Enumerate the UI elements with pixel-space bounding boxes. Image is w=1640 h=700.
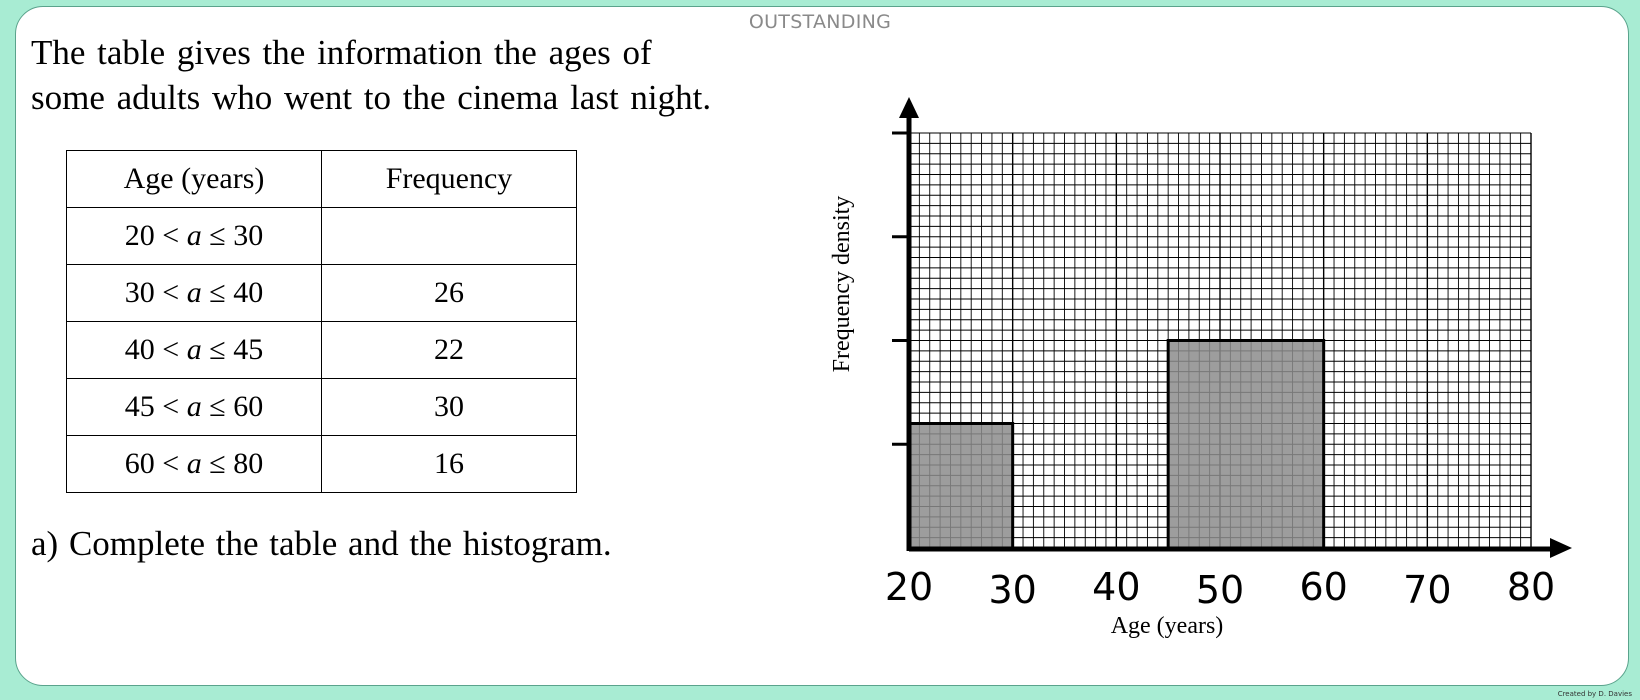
interval-lower: 20 [124,219,155,252]
intro-line-2: some adults who went to the cinema last … [31,78,712,117]
interval-upper: 30 [233,219,264,252]
frequency-cell: 22 [321,321,577,379]
interval-upper: 80 [233,447,264,480]
interval-upper: 60 [233,390,264,423]
x-tick-label: 40 [1092,565,1140,609]
interval-upper: 40 [233,276,264,309]
table-row: 30 < a ≤ 40 26 [66,264,577,322]
intro-line-1: The table gives the information the ages… [31,33,652,72]
interval-variable: a [186,447,202,480]
y-axis-title: Frequency density [829,196,855,373]
question-intro: The table gives the information the ages… [31,30,751,120]
frequency-cell: 26 [321,264,577,322]
credit-text: Created by D. Davies [1557,690,1632,698]
interval-variable: a [186,219,202,252]
y-axis-arrow [899,97,919,118]
interval-lower: 45 [124,390,155,423]
frequency-cell: 16 [321,435,577,493]
x-tick-label: 20 [885,565,933,609]
interval-variable: a [186,276,202,309]
x-axis-title: Age (years) [1111,613,1224,639]
labels-layer: 20 30 40 50 60 70 80 [885,565,1555,612]
interval-upper: 45 [233,333,264,366]
table-row: 60 < a ≤ 80 16 [66,435,577,493]
age-interval-cell: 45 < a ≤ 60 [66,378,322,436]
x-tick-label: 70 [1403,568,1451,612]
histogram-bar [907,422,1015,550]
table-row: 40 < a ≤ 45 22 [66,321,577,379]
frequency-cell: 30 [321,378,577,436]
table-row: 20 < a ≤ 30 [66,207,577,265]
bars-layer [907,339,1326,550]
frequency-cell [321,207,577,265]
interval-lower: 40 [124,333,155,366]
interval-lower: 30 [124,276,155,309]
header-frequency: Frequency [321,150,577,208]
x-tick-label: 60 [1299,565,1347,609]
age-interval-cell: 20 < a ≤ 30 [66,207,322,265]
interval-variable: a [186,390,202,423]
axes-layer [892,97,1572,558]
frequency-table: Age (years) Frequency 20 < a ≤ 30 30 < a… [66,150,577,493]
age-interval-cell: 60 < a ≤ 80 [66,435,322,493]
page-heading: OUTSTANDING [748,11,892,33]
x-axis-arrow [1550,538,1572,558]
table-header-row: Age (years) Frequency [66,150,577,208]
x-tick-label: 30 [988,568,1036,612]
interval-lower: 60 [124,447,155,480]
histogram-bar [1166,339,1326,550]
question-a: a) Complete the table and the histogram. [31,524,612,563]
x-tick-label: 50 [1196,568,1244,612]
age-interval-cell: 40 < a ≤ 45 [66,321,322,379]
interval-variable: a [186,333,202,366]
x-tick-label: 80 [1507,565,1555,609]
table-row: 45 < a ≤ 60 30 [66,378,577,436]
